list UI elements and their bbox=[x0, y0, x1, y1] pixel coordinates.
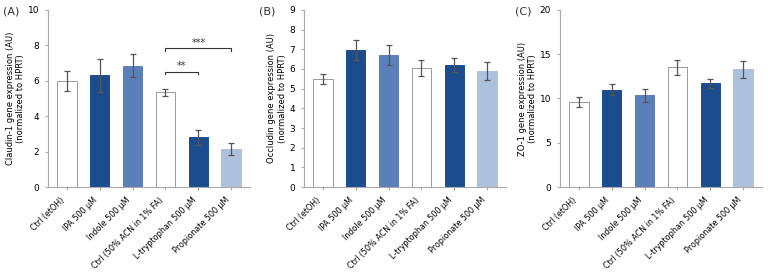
Y-axis label: Claudin-1 gene expression (AU)
(normalized to HPRT): Claudin-1 gene expression (AU) (normaliz… bbox=[5, 32, 25, 165]
Bar bbox=[478, 71, 497, 187]
Bar bbox=[379, 55, 399, 187]
Y-axis label: Occludin gene expression (AU)
(normalized to HPRT): Occludin gene expression (AU) (normalize… bbox=[267, 33, 286, 163]
Text: (C): (C) bbox=[515, 6, 531, 16]
Bar bbox=[601, 90, 621, 187]
Bar bbox=[313, 79, 333, 187]
Bar bbox=[156, 92, 175, 187]
Bar bbox=[733, 69, 753, 187]
Bar bbox=[221, 149, 241, 187]
Bar bbox=[412, 68, 432, 187]
Text: ***: *** bbox=[191, 38, 206, 48]
Bar bbox=[700, 83, 720, 187]
Bar bbox=[569, 102, 588, 187]
Bar bbox=[57, 81, 77, 187]
Bar bbox=[667, 67, 687, 187]
Bar bbox=[634, 95, 654, 187]
Text: (A): (A) bbox=[3, 6, 19, 16]
Bar bbox=[445, 65, 465, 187]
Bar bbox=[188, 137, 208, 187]
Bar bbox=[90, 75, 110, 187]
Text: (B): (B) bbox=[259, 6, 275, 16]
Bar bbox=[346, 50, 366, 187]
Y-axis label: ZO-1 gene expression (AU)
(normalized to HPRT): ZO-1 gene expression (AU) (normalized to… bbox=[518, 41, 537, 156]
Bar bbox=[123, 66, 142, 187]
Text: **: ** bbox=[177, 61, 187, 71]
